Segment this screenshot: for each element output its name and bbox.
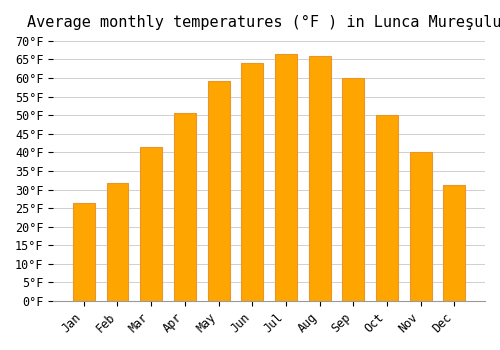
Bar — [444, 185, 466, 301]
Bar — [174, 113, 196, 301]
Bar — [308, 56, 330, 301]
Bar — [242, 63, 263, 301]
Title: Average monthly temperatures (°F ) in Lunca Mureşului: Average monthly temperatures (°F ) in Lu… — [28, 15, 500, 30]
Bar — [410, 152, 432, 301]
Bar — [140, 147, 162, 301]
Bar — [376, 115, 398, 301]
Bar — [73, 203, 94, 301]
Bar — [106, 183, 128, 301]
Bar — [342, 78, 364, 301]
Bar — [275, 54, 297, 301]
Bar — [208, 81, 230, 301]
